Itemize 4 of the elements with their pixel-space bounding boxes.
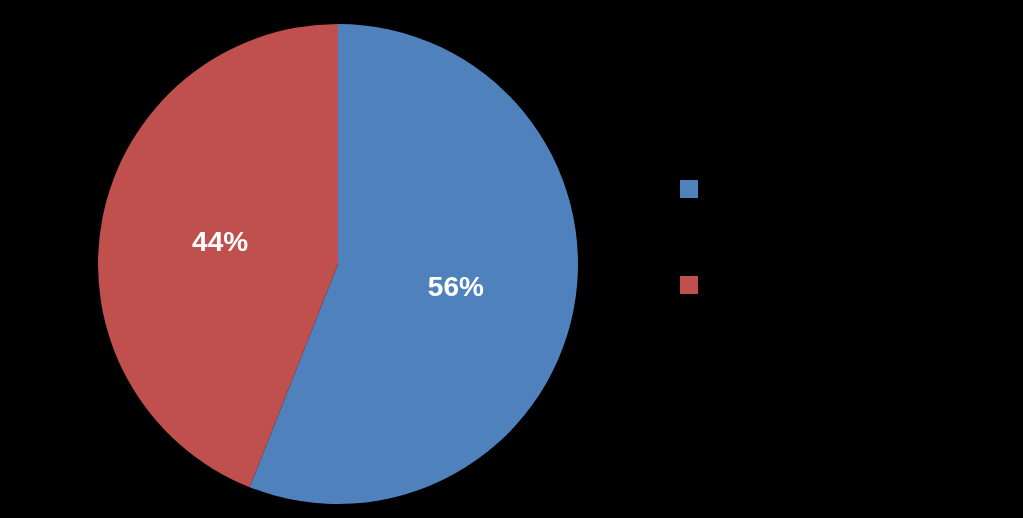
data-label: 44% <box>192 226 249 258</box>
data-label: 56% <box>427 270 484 302</box>
pie-slice <box>98 24 338 488</box>
pie-slice <box>249 24 578 504</box>
